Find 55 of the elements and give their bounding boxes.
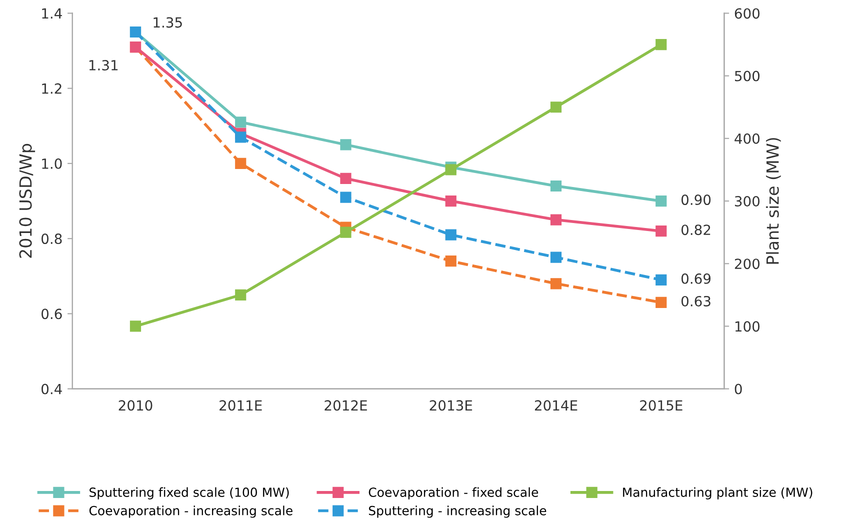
point	[340, 172, 352, 184]
point	[445, 164, 456, 176]
y2-tick-label: 400	[734, 133, 760, 144]
annotation: 0.69	[681, 273, 711, 284]
point	[656, 195, 667, 207]
point	[235, 116, 246, 128]
y-tick-label: 0.6	[42, 308, 62, 320]
point	[550, 252, 562, 263]
point	[235, 158, 246, 170]
point	[445, 195, 456, 207]
x-tick-label: 2012E	[324, 400, 367, 411]
point	[340, 226, 352, 238]
x-tick-label: 2011E	[220, 400, 262, 411]
y2-tick-label: 500	[734, 70, 760, 82]
point	[235, 132, 246, 143]
point	[550, 214, 562, 226]
point	[445, 256, 456, 267]
point	[340, 139, 352, 150]
legend-label: Coevaporation - increasing scale	[89, 506, 292, 518]
point	[550, 278, 562, 290]
x-tick-label: 2015E	[640, 400, 682, 411]
annotation: 1.31	[89, 60, 118, 70]
y2-tick-label: 600	[734, 8, 760, 19]
point	[550, 102, 562, 113]
legend-label: Sputtering fixed scale (100 MW)	[90, 487, 289, 500]
x-tick-label: 2010	[118, 400, 152, 411]
x-tick-label: 2013E	[430, 400, 472, 411]
point	[656, 226, 667, 237]
y2-tick-label: 100	[735, 321, 760, 332]
point	[550, 180, 562, 192]
point	[656, 296, 667, 308]
y2-tick-label: 200	[734, 258, 760, 270]
y2-axis-title: Plant size (MW)	[766, 138, 781, 264]
y-axis-title: 2010 USD/Wp	[19, 144, 36, 258]
y-tick-label: 0.8	[42, 234, 62, 244]
y-tick-label: 1.4	[42, 8, 62, 18]
annotation: 1.35	[154, 17, 182, 28]
legend-label: Sputtering - increasing scale	[368, 506, 546, 518]
point	[656, 274, 667, 286]
annotation: 0.90	[681, 194, 711, 206]
point	[445, 229, 456, 240]
y-tick-label: 0.4	[42, 384, 62, 394]
annotation: 0.82	[681, 224, 710, 236]
point	[130, 320, 142, 332]
y-tick-label: 1.0	[42, 158, 62, 169]
annotation: 0.63	[681, 296, 710, 306]
legend-label: Coevaporation - fixed scale	[368, 487, 538, 500]
x-tick-label: 2014E	[534, 400, 578, 411]
point	[235, 289, 246, 300]
legend-label: Manufacturing plant size (MW)	[623, 487, 812, 500]
y2-tick-label: 0	[734, 384, 742, 394]
y-tick-label: 1.2	[42, 83, 62, 94]
point	[340, 192, 352, 203]
point	[656, 38, 667, 50]
y2-tick-label: 300	[734, 196, 760, 206]
